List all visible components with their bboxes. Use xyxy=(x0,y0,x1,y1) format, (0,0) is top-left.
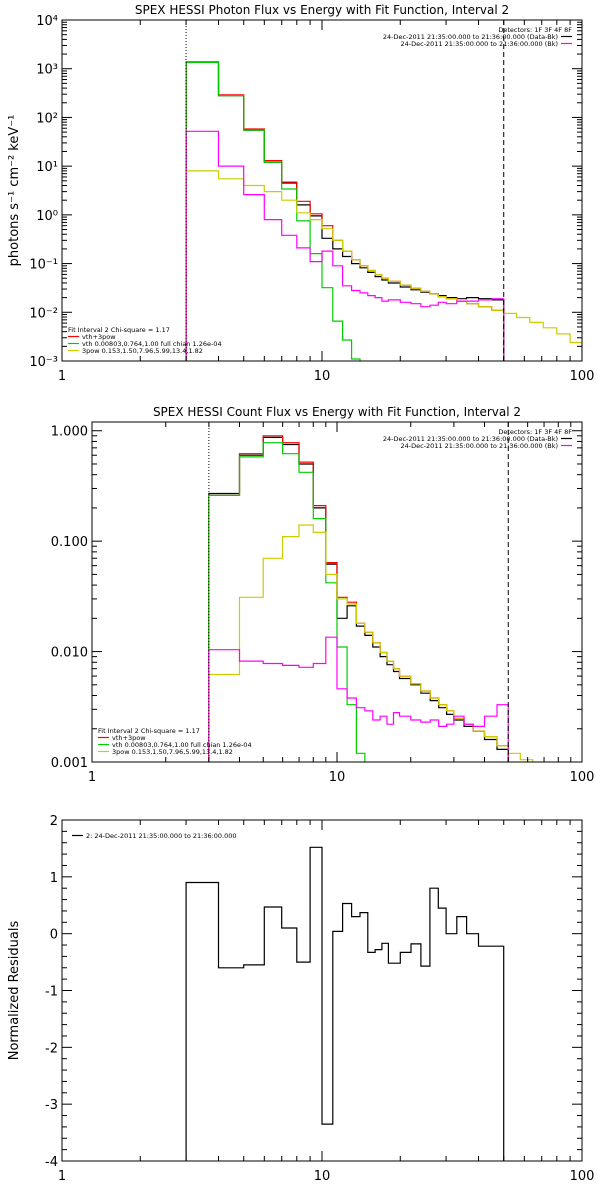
x-tick-label: 10 xyxy=(314,1169,331,1184)
data-series-5 xyxy=(185,130,505,361)
y-tick-label: 1.000 xyxy=(51,425,88,440)
y-tick-label: -3 xyxy=(45,1098,58,1113)
x-tick-label: 10 xyxy=(329,770,346,785)
legend-entry: 24-Dec-2011 21:35:00.000 to 21:36:00.000… xyxy=(401,442,559,450)
series-group xyxy=(208,435,534,762)
chart-title: SPEX HESSI Count Flux vs Energy with Fit… xyxy=(153,405,521,419)
legend-entry: vth 0.00803,0.764,1.00 full chian 1.26e-… xyxy=(82,340,222,348)
y-tick-label: 0.010 xyxy=(51,646,88,661)
x-tick-label: 100 xyxy=(570,369,595,384)
data-series-2 xyxy=(185,61,505,361)
data-series-4 xyxy=(208,524,534,762)
legend-entry: 24-Dec-2011 21:35:00.000 to 21:36:00.000… xyxy=(383,435,558,443)
legend-entry: 3pow 0.153,1.50,7.96,5.99,13.4,1.82 xyxy=(82,347,203,355)
y-tick-label: 10² xyxy=(36,111,58,126)
y-tick-label: -4 xyxy=(45,1155,58,1170)
legend-fit: Fit Interval 2 Chi-square = 1.17vth+3pow… xyxy=(98,727,252,756)
data-series-1 xyxy=(185,61,505,361)
legend-fit: Fit Interval 2 Chi-square = 1.17vth+3pow… xyxy=(68,326,222,355)
series-group xyxy=(185,846,505,1161)
y-tick-label: 10⁴ xyxy=(36,14,58,29)
y-tick-label: 0.100 xyxy=(51,535,88,550)
data-series-5 xyxy=(208,636,509,762)
x-tick-label: 100 xyxy=(570,1169,595,1184)
chart-panel-3: Normalized Residuals 1 10 100 -4 -3 -2 -1 0 1 2 2: … xyxy=(7,814,594,1184)
y-tick-label: 1 xyxy=(50,871,58,886)
x-tick-label: 1 xyxy=(58,369,66,384)
y-axis-label: Normalized Residuals xyxy=(7,921,22,1061)
y-tick-label: 2 xyxy=(50,814,58,829)
legend-entry: 24-Dec-2011 21:35:00.000 to 21:36:00.000… xyxy=(401,40,559,48)
legend-interval: 2: 24-Dec-2011 21:35:00.000 to 21:36:00.… xyxy=(72,832,237,840)
y-tick-label: -2 xyxy=(45,1041,58,1056)
y-axis-label: photons s⁻¹ cm⁻² keV⁻¹ xyxy=(7,115,22,267)
data-series-2 xyxy=(208,435,509,762)
y-tick-label: 10³ xyxy=(36,63,58,78)
y-tick-label: 10⁻¹ xyxy=(29,258,58,273)
data-series-1 xyxy=(185,846,505,1161)
y-tick-label: 10⁰ xyxy=(36,209,58,224)
chart-title: SPEX HESSI Photon Flux vs Energy with Fi… xyxy=(135,3,509,17)
y-tick-label: 10¹ xyxy=(36,160,58,175)
x-tick-label: 100 xyxy=(570,770,595,785)
chart-panel-1: SPEX HESSI Photon Flux vs Energy with Fi… xyxy=(7,3,595,384)
legend-entry: 2: 24-Dec-2011 21:35:00.000 to 21:36:00.… xyxy=(86,832,237,840)
y-tick-label: 10⁻² xyxy=(29,306,58,321)
chart-panel-2: SPEX HESSI Count Flux vs Energy with Fit… xyxy=(51,405,595,785)
data-series-3 xyxy=(208,442,366,762)
legend-header: Fit Interval 2 Chi-square = 1.17 xyxy=(68,326,170,334)
data-series-3 xyxy=(185,61,361,361)
legend-header: Detectors: 1F 3F 4F 8F xyxy=(498,428,572,436)
legend-entry: vth+3pow xyxy=(112,734,146,742)
legend-header: Fit Interval 2 Chi-square = 1.17 xyxy=(98,727,200,735)
legend-entry: 24-Dec-2011 21:35:00.000 to 21:36:00.000… xyxy=(383,33,558,41)
legend-entry: vth+3pow xyxy=(82,333,116,341)
series-group xyxy=(185,61,582,361)
y-tick-label: -1 xyxy=(45,985,58,1000)
data-series-4 xyxy=(185,170,582,361)
y-tick-label: 10⁻³ xyxy=(29,355,58,370)
data-series-1 xyxy=(208,436,509,762)
y-tick-label: 0 xyxy=(50,928,58,943)
x-tick-label: 10 xyxy=(314,369,331,384)
x-tick-label: 1 xyxy=(88,770,96,785)
legend-entry: 3pow 0.153,1.50,7.96,5.99,13.4,1.82 xyxy=(112,748,233,756)
y-tick-label: 0.001 xyxy=(51,756,88,771)
legend-entry: vth 0.00803,0.764,1.00 full chian 1.26e-… xyxy=(112,741,252,749)
legend-header: Detectors: 1F 3F 4F 8F xyxy=(498,26,572,34)
x-tick-label: 1 xyxy=(58,1169,66,1184)
